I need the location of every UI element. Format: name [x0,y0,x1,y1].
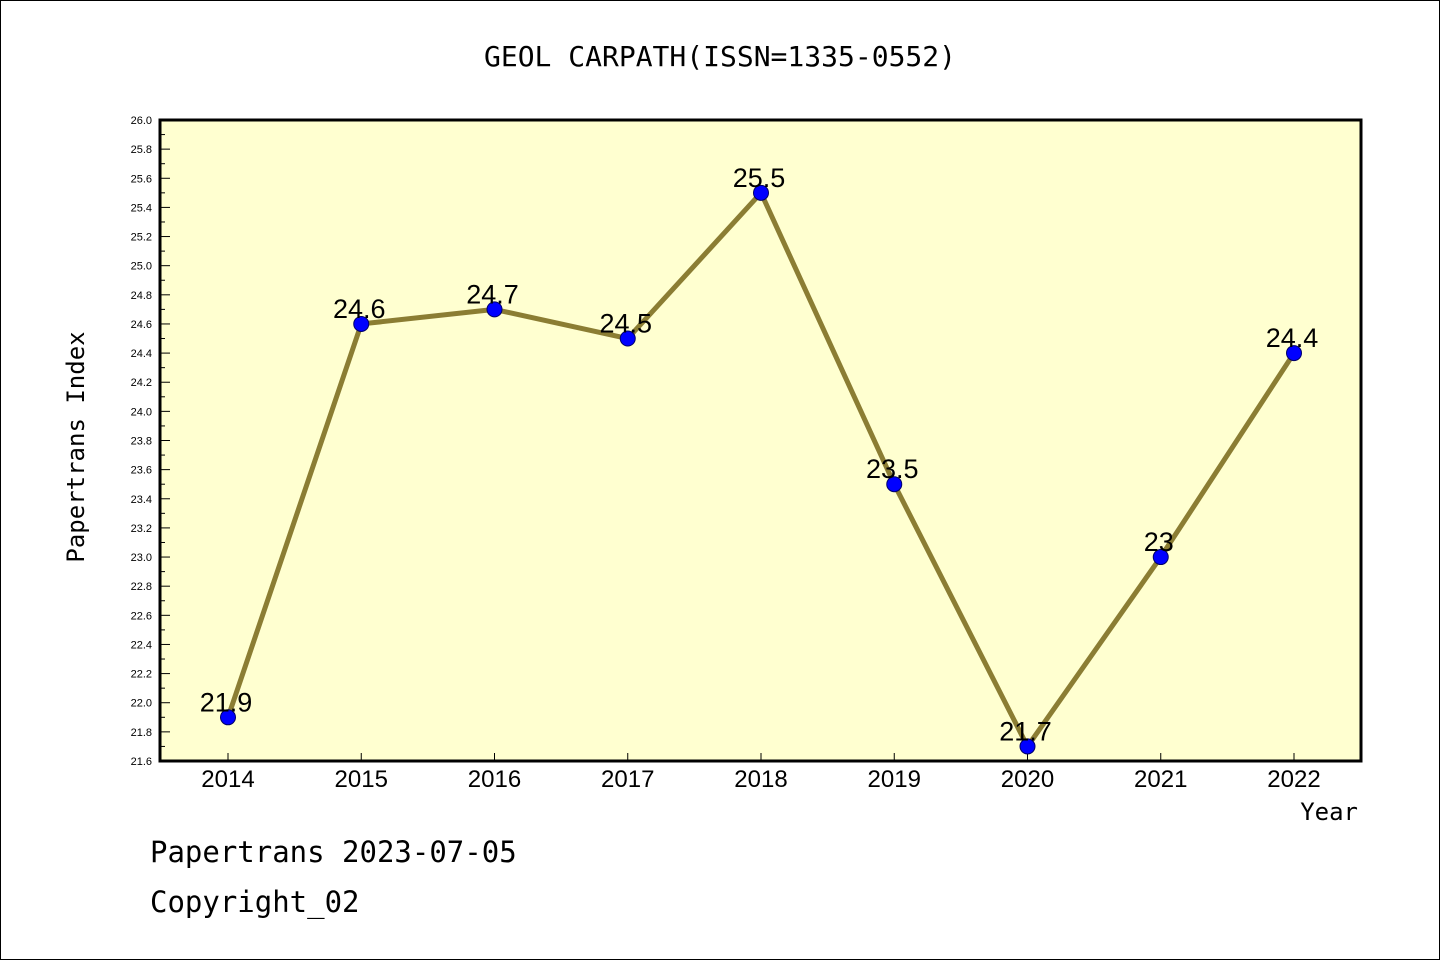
y-axis-ticks: 21.6 21.8 22.0 22.2 22.4 22.6 22.8 23.0 23.2 23.4… [131,115,170,768]
data-label: 21.7 [999,716,1052,746]
x-tick-label: 2019 [868,766,921,793]
y-tick-label: 25.6 [131,173,152,185]
x-axis-ticks: 2014 2015 2016 2017 2018 2019 2020 2021 2022 [201,753,1321,793]
y-tick-label: 24.0 [131,406,152,418]
y-tick-label: 22.6 [131,610,152,622]
y-axis-label: Papertrans Index [62,331,90,562]
data-point [619,330,636,347]
footer-date: Papertrans 2023-07-05 [150,835,517,869]
x-tick-label: 2015 [335,766,388,793]
x-tick-label: 2022 [1267,766,1320,793]
chart-title: GEOL CARPATH(ISSN=1335-0552) [484,40,956,73]
y-tick-label: 23.2 [131,523,152,535]
x-tick-label: 2018 [734,766,787,793]
x-tick-label: 2021 [1134,766,1187,793]
data-labels: 21.9 24.6 24.7 24.5 25.5 23.5 21.7 23 24.4 [200,163,1319,747]
x-tick-label: 2016 [468,766,521,793]
data-point [486,301,503,318]
x-tick-label: 2017 [601,766,654,793]
y-tick-label: 25.4 [131,202,152,214]
data-point [886,476,903,493]
y-tick-label: 23.4 [131,494,152,506]
data-label: 24.7 [466,279,519,309]
y-tick-label: 22.8 [131,581,152,593]
y-tick-label: 21.8 [131,727,152,739]
footer-copyright: Copyright_02 [150,885,360,919]
data-label: 25.5 [733,163,786,193]
x-axis-label: Year [1300,798,1358,826]
x-tick-label: 2014 [201,766,254,793]
data-point [220,709,236,726]
y-tick-label: 23.6 [131,465,152,477]
data-label: 21.9 [200,687,253,717]
data-points [220,184,1302,755]
y-tick-label: 23.0 [131,552,152,564]
y-tick-label: 26.0 [131,115,152,127]
y-tick-label: 25.2 [131,232,152,244]
y-tick-label: 25.8 [131,144,152,156]
data-point [1152,549,1169,566]
y-tick-label: 24.4 [131,348,152,360]
y-tick-label: 23.8 [131,436,152,448]
y-tick-label: 24.2 [131,377,152,389]
y-tick-label: 22.4 [131,639,152,651]
y-tick-label: 24.8 [131,290,152,302]
x-tick-label: 2020 [1001,766,1054,793]
y-tick-label: 22.2 [131,669,152,681]
data-point [753,184,769,201]
y-tick-label: 21.6 [131,756,152,768]
data-label: 24.4 [1266,323,1319,353]
data-point [353,315,370,332]
data-point [1019,738,1036,755]
plot-area [158,118,1363,763]
y-tick-label: 22.0 [131,698,152,710]
y-tick-label: 25.0 [131,261,152,273]
data-label: 24.6 [333,294,386,324]
data-point [1286,345,1302,362]
y-tick-label: 24.6 [131,319,152,331]
data-label: 23.5 [866,454,919,484]
data-label: 24.5 [599,309,652,339]
data-label: 23 [1144,527,1174,557]
